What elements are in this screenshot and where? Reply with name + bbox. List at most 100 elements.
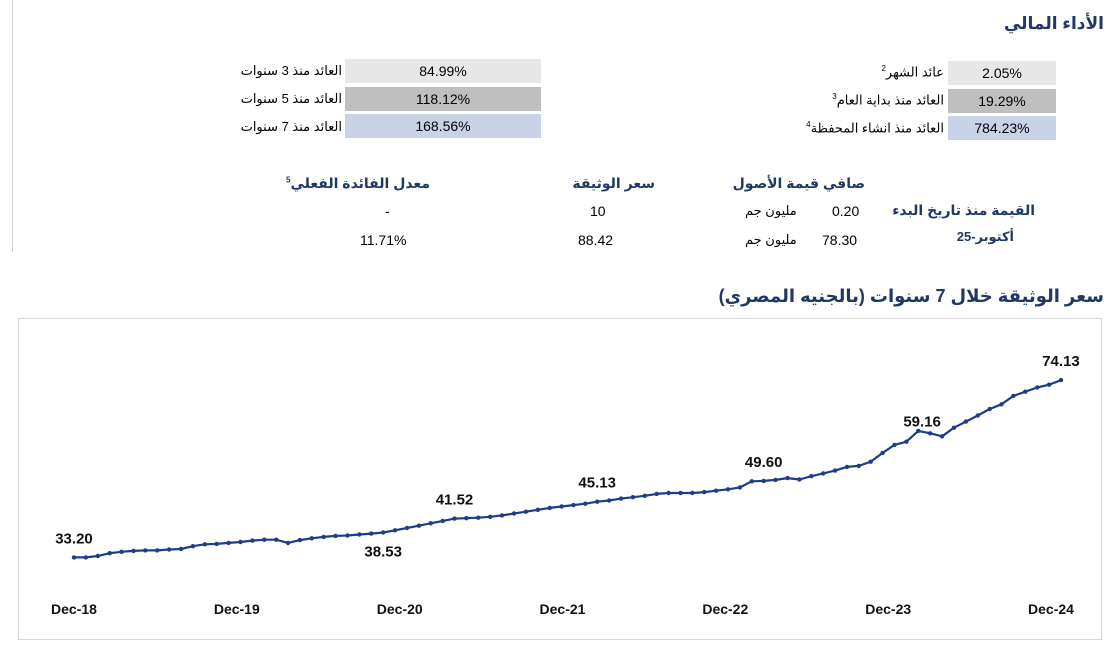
- price-point: [285, 540, 291, 546]
- price-point: [190, 544, 196, 549]
- price-point: [1046, 382, 1052, 387]
- nav-unit-2: مليون جم: [745, 232, 797, 247]
- price-point: [939, 434, 945, 439]
- data-label: 38.53: [364, 544, 402, 561]
- price-point: [761, 478, 766, 484]
- price-point: [476, 515, 481, 520]
- price-point: [892, 442, 897, 448]
- price-point: [202, 542, 207, 547]
- price-point: [737, 485, 743, 490]
- price-point: [666, 490, 671, 496]
- return-7y-value: 168.56%: [345, 114, 541, 138]
- price-point: [975, 413, 980, 418]
- price-point: [928, 431, 933, 436]
- price-point: [238, 539, 243, 545]
- performance-title: الأداء المالي: [1003, 14, 1104, 33]
- price-point: [274, 537, 279, 542]
- price-point: [535, 507, 540, 512]
- x-tick-label: Dec-18: [51, 601, 97, 617]
- price-point: [809, 474, 814, 479]
- price-point: [499, 513, 505, 518]
- price-point: [250, 538, 255, 543]
- price-point: [904, 439, 909, 444]
- price-point: [1035, 385, 1040, 390]
- price-point: [1058, 377, 1064, 383]
- price-point: [832, 468, 838, 473]
- price-point: [571, 502, 576, 508]
- price-point: [297, 537, 303, 543]
- price-value-2: 88.42: [578, 232, 614, 248]
- price-point: [452, 516, 457, 521]
- price-point: [595, 499, 600, 504]
- price-point: [654, 491, 659, 497]
- price-point: [83, 555, 89, 560]
- return-5y-value: 118.12%: [345, 87, 541, 111]
- data-label: 59.16: [903, 413, 941, 430]
- x-tick-label: Dec-23: [865, 601, 911, 617]
- chart-title: سعر الوثيقة خلال 7 سنوات (بالجنيه المصري…: [718, 286, 1104, 306]
- price-point: [523, 509, 529, 514]
- nav-header: صافي قيمة الأصول: [732, 175, 865, 191]
- price-point: [821, 471, 826, 476]
- price-series-line: [74, 379, 1062, 559]
- price-point: [678, 490, 683, 496]
- return-7y-label: العائد منذ 7 سنوات: [240, 119, 342, 134]
- data-label: 41.52: [436, 492, 474, 509]
- price-point: [725, 487, 731, 492]
- chart-frame: 33.20 38.53 41.52 45.13 49.60 59.16 74.13 Dec-1…: [18, 318, 1102, 640]
- price-point: [868, 459, 873, 464]
- price-point: [702, 489, 707, 495]
- price-point: [95, 553, 101, 559]
- data-label: 49.60: [745, 454, 783, 471]
- inception-return-label: العائد منذ انشاء المحفظة4: [806, 120, 944, 136]
- price-point: [357, 532, 362, 537]
- price-point: [155, 548, 160, 553]
- data-label: 33.20: [55, 530, 93, 547]
- price-point: [131, 548, 136, 554]
- nav-value-2: 78.30: [822, 232, 858, 248]
- price-point: [464, 516, 469, 521]
- price-point: [1023, 389, 1028, 394]
- x-tick-label: Dec-20: [377, 601, 423, 617]
- price-point: [166, 547, 172, 552]
- price-point: [440, 518, 445, 524]
- price-point: [785, 475, 790, 481]
- price-point: [987, 406, 992, 412]
- ytd-return-value: 19.29%: [948, 89, 1056, 113]
- price-point: [143, 548, 148, 553]
- rate-value-1: -: [385, 203, 390, 219]
- price-point: [916, 428, 921, 434]
- since-inception-label: القيمة منذ تاريخ البدء: [892, 202, 1035, 218]
- nav-unit-1: مليون جم: [745, 203, 797, 218]
- price-point: [333, 533, 338, 539]
- return-3y-label: العائد منذ 3 سنوات: [240, 63, 342, 78]
- return-5y-label: العائد منذ 5 سنوات: [240, 91, 342, 106]
- price-point: [488, 514, 493, 519]
- price-point: [369, 531, 374, 536]
- price-point: [642, 493, 647, 498]
- price-value-1: 10: [590, 203, 606, 219]
- price-point: [178, 546, 184, 552]
- price-point: [1011, 393, 1016, 399]
- ytd-return-label: العائد منذ بداية العام3: [832, 92, 944, 108]
- x-tick-label: Dec-22: [702, 601, 748, 617]
- x-tick-label: Dec-24: [1028, 601, 1074, 617]
- price-point: [606, 498, 612, 503]
- month-return-value: 2.05%: [948, 61, 1056, 85]
- data-label: 74.13: [1042, 353, 1080, 370]
- rate-header: معدل الفائدة الفعلي5: [286, 175, 430, 191]
- x-tick-label: Dec-19: [214, 601, 260, 617]
- rate-value-2: 11.71%: [360, 232, 407, 248]
- price-point: [951, 425, 957, 430]
- price-point: [999, 402, 1004, 407]
- price-point: [309, 536, 314, 541]
- price-point: [321, 534, 326, 540]
- price-point: [392, 528, 398, 533]
- price-point: [630, 495, 636, 500]
- price-point: [797, 477, 802, 482]
- price-point: [262, 537, 267, 542]
- data-label: 45.13: [578, 475, 616, 492]
- price-point: [416, 523, 422, 528]
- price-header: سعر الوثيقة: [572, 175, 655, 191]
- price-point: [547, 505, 552, 511]
